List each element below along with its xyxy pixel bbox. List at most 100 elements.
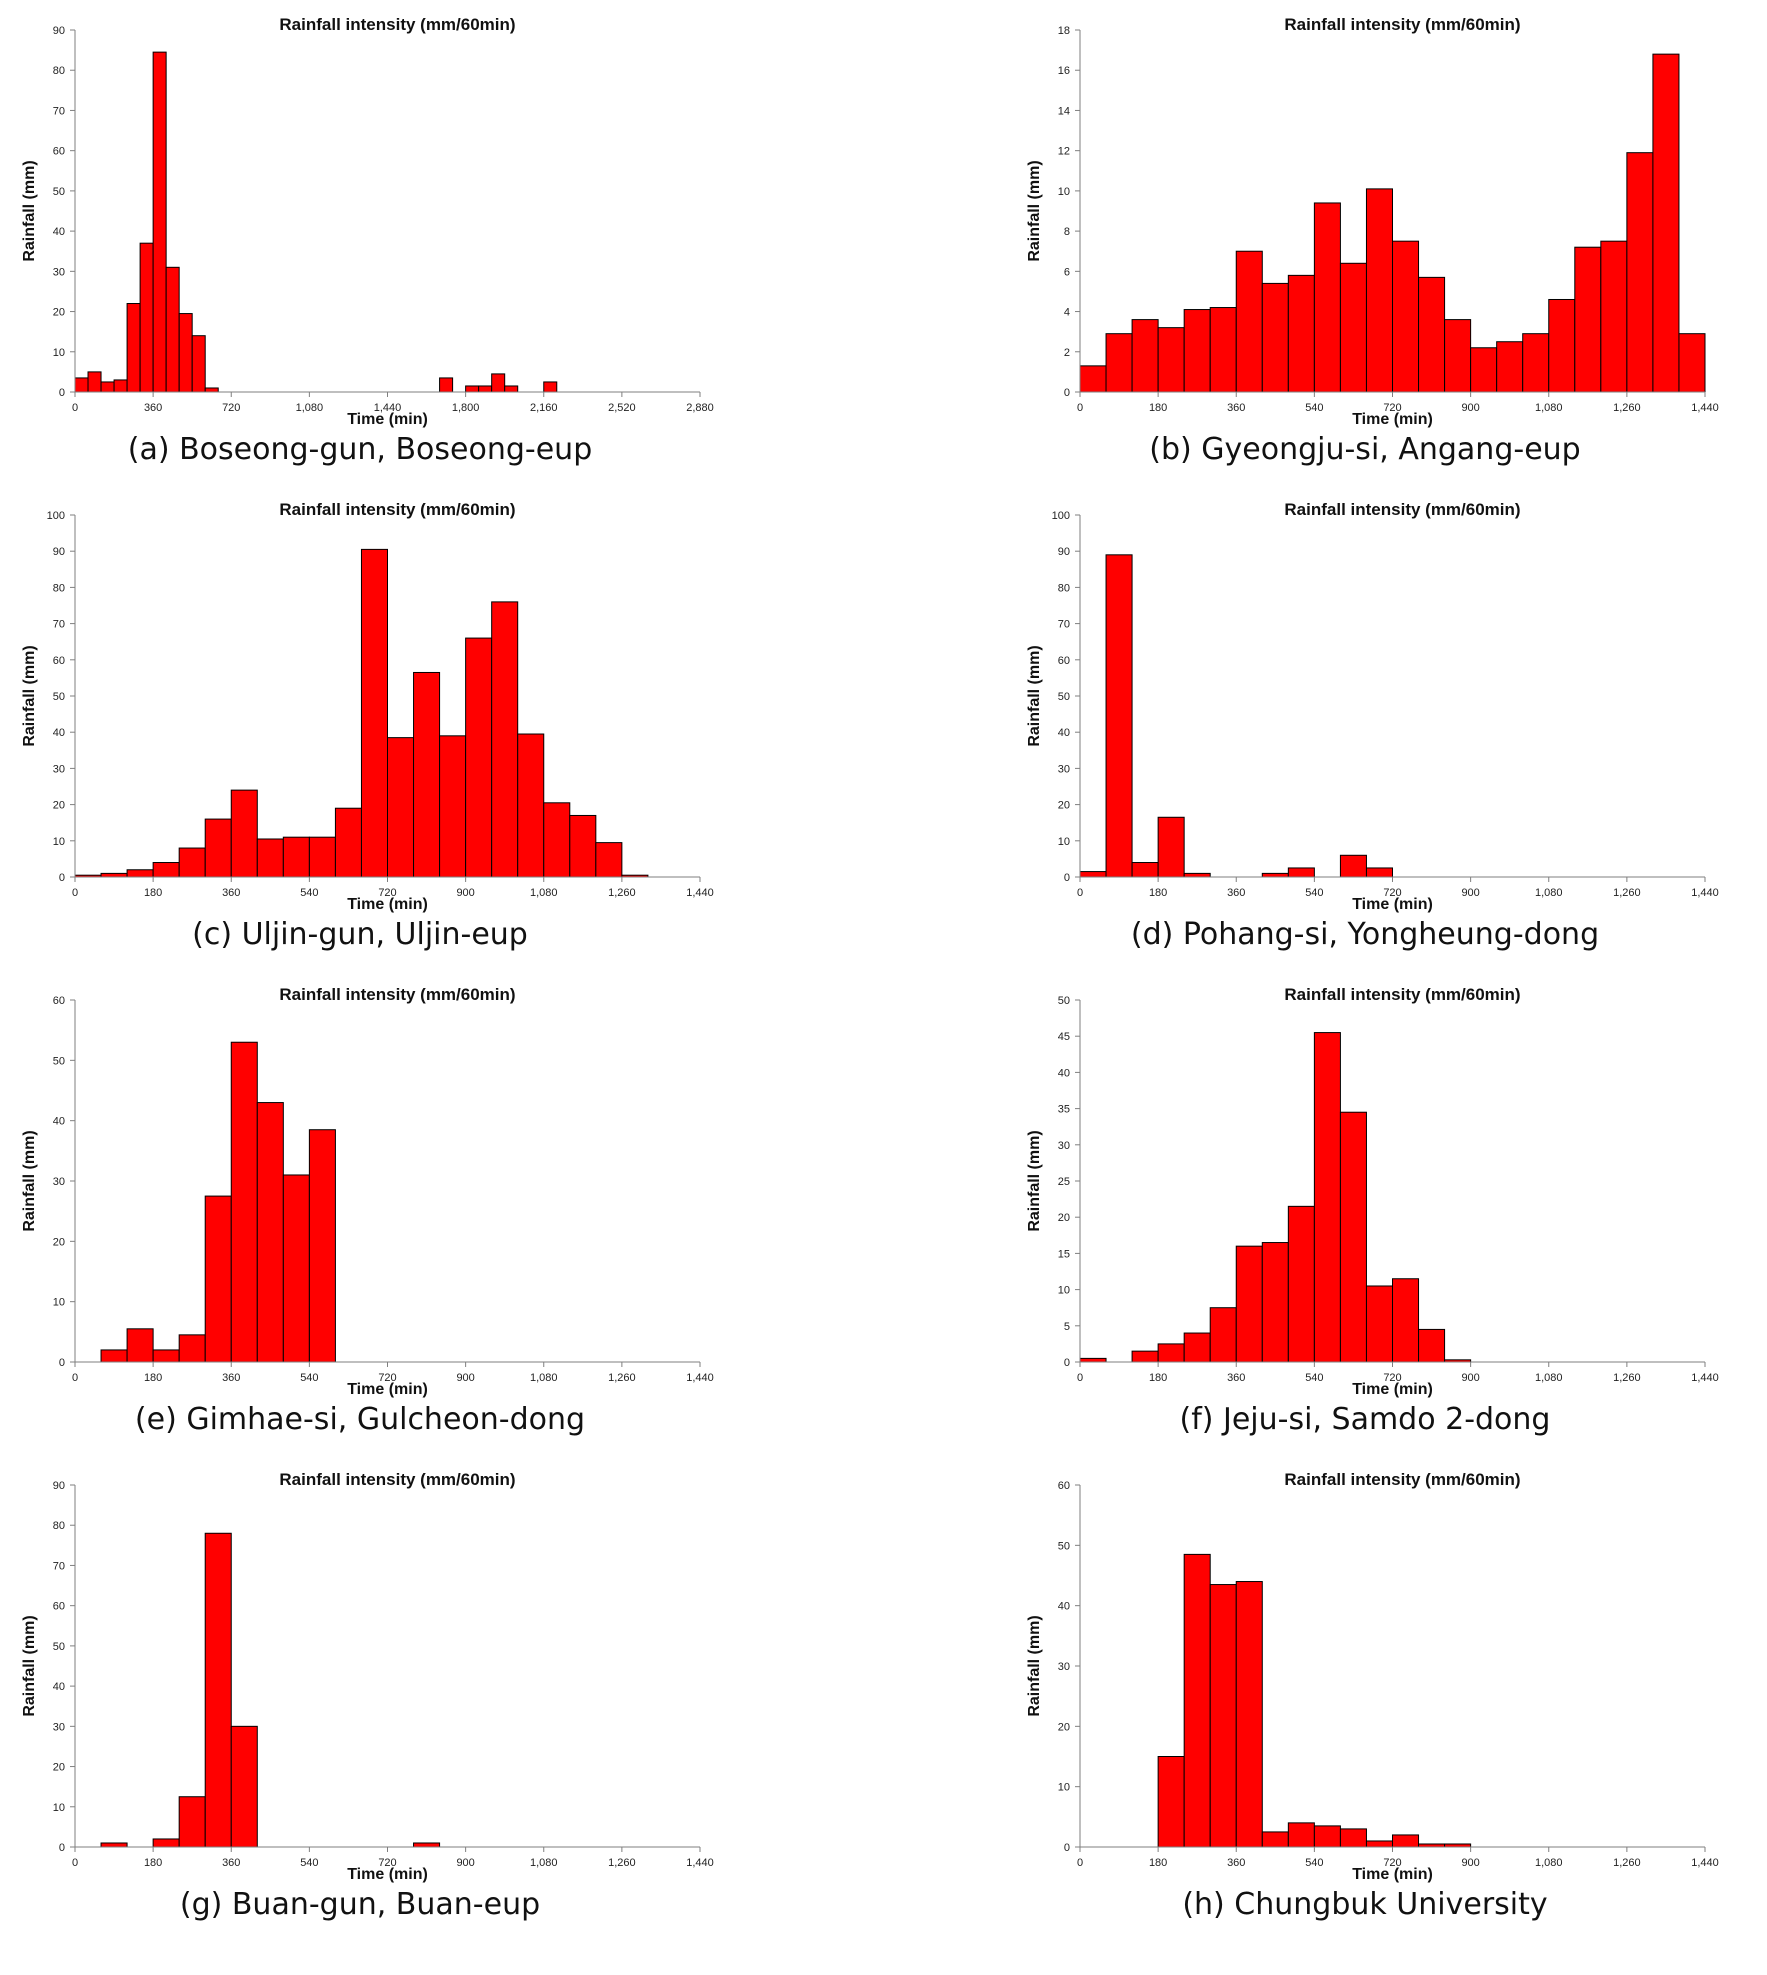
figure-caption: (e) Gimhae-si, Gulcheon-dong (134, 1402, 586, 1437)
bar (387, 737, 415, 878)
bar (256, 1102, 284, 1363)
y-tick-label: 70 (1058, 619, 1070, 631)
bar (204, 1195, 232, 1363)
x-tick-label: 0 (1077, 402, 1083, 414)
y-tick-label: 10 (1058, 1285, 1070, 1297)
bar (1678, 333, 1706, 393)
bar (413, 671, 441, 878)
y-tick-label: 10 (53, 1802, 65, 1814)
bar (1131, 862, 1159, 878)
x-tick-label: 360 (222, 1372, 240, 1384)
bar (282, 1174, 310, 1363)
bar (1522, 333, 1550, 393)
bar (152, 862, 180, 878)
y-axis-label: Rainfall (mm) (21, 1130, 38, 1231)
bar (1339, 1828, 1367, 1848)
y-tick-label: 0 (1064, 872, 1070, 884)
bar (595, 842, 623, 878)
bar (504, 385, 519, 393)
x-tick-label: 0 (72, 1857, 78, 1869)
figure-caption: (h) Chungbuk University (1182, 1887, 1548, 1922)
chart-d: Rainfall intensity (mm/60min) 0 10 20 30 40 50… (1026, 500, 1719, 913)
bar (1261, 282, 1289, 393)
x-tick-label: 900 (456, 887, 474, 899)
y-tick-label: 6 (1064, 266, 1070, 278)
bar (139, 242, 154, 393)
bar (334, 807, 362, 878)
bar (1652, 53, 1680, 393)
chart-title: Rainfall intensity (mm/60min) (279, 985, 515, 1004)
x-tick-label: 1,440 (1691, 1857, 1719, 1869)
bar (100, 1842, 128, 1848)
bar (1235, 250, 1263, 393)
bar (1365, 867, 1394, 878)
y-tick-label: 20 (53, 1236, 65, 1248)
bar (1157, 1756, 1185, 1848)
bar (360, 548, 389, 878)
chart-title: Rainfall intensity (mm/60min) (1284, 500, 1520, 519)
chart-title: Rainfall intensity (mm/60min) (279, 1470, 515, 1489)
x-tick-label: 1,440 (1691, 887, 1719, 899)
x-tick-label: 720 (1383, 887, 1401, 899)
y-tick-label: 70 (53, 1560, 65, 1572)
x-tick-label: 1,080 (1535, 887, 1563, 899)
y-tick-label: 20 (1058, 1721, 1070, 1733)
x-tick-label: 0 (1077, 1372, 1083, 1384)
chart-panel-a: Rainfall intensity (mm/60min) 0 10 20 30 40 50… (0, 0, 820, 475)
y-tick-label: 0 (1064, 1357, 1070, 1369)
y-tick-label: 5 (1064, 1321, 1070, 1333)
bar (1157, 816, 1185, 878)
x-tick-label: 540 (1305, 1372, 1323, 1384)
chart-b: Rainfall intensity (mm/60min) 0 2 4 6 8 10 12 14… (1026, 15, 1719, 428)
bar (308, 836, 336, 878)
bar (165, 266, 180, 393)
bar (1079, 365, 1107, 393)
x-tick-label: 2,880 (686, 402, 714, 414)
y-tick-label: 20 (53, 307, 65, 319)
x-tick-label: 360 (1227, 887, 1245, 899)
chart-title: Rainfall intensity (mm/60min) (279, 500, 515, 519)
bar (126, 303, 141, 393)
x-tick-label: 1,260 (608, 887, 636, 899)
x-tick-label: 720 (378, 1857, 396, 1869)
y-tick-label: 100 (1052, 510, 1070, 522)
y-tick-label: 40 (53, 1681, 65, 1693)
bar (1131, 319, 1159, 393)
chart-panel-h: Rainfall intensity (mm/60min) 0 10 20 30 40 50… (1005, 1455, 1767, 1930)
x-tick-label: 540 (300, 887, 318, 899)
x-tick-label: 180 (1149, 887, 1167, 899)
y-tick-label: 80 (1058, 582, 1070, 594)
x-axis-label: Time (min) (347, 1381, 428, 1398)
y-tick-label: 50 (1058, 995, 1070, 1007)
bar (413, 1842, 441, 1848)
bar (1313, 1825, 1341, 1848)
x-tick-label: 1,260 (1613, 1372, 1641, 1384)
bar (126, 1328, 154, 1363)
bar (178, 1796, 206, 1848)
chart-h: Rainfall intensity (mm/60min) 0 10 20 30 40 50… (1026, 1470, 1719, 1883)
x-tick-label: 1,260 (1613, 402, 1641, 414)
bar (1079, 1357, 1107, 1363)
bar (1470, 347, 1498, 393)
bar (1157, 1343, 1185, 1363)
y-tick-label: 4 (1064, 307, 1070, 319)
bar (491, 373, 506, 393)
x-tick-label: 360 (144, 402, 162, 414)
bar (1418, 1328, 1446, 1363)
y-tick-label: 60 (53, 995, 65, 1007)
y-tick-label: 0 (1064, 1842, 1070, 1854)
bar (230, 1041, 258, 1363)
y-tick-label: 50 (53, 691, 65, 703)
x-axis-label: Time (min) (347, 411, 428, 428)
bar (1157, 327, 1185, 393)
y-tick-label: 14 (1058, 105, 1070, 117)
bar (152, 51, 167, 393)
bar (1183, 1332, 1211, 1363)
bar (256, 838, 284, 878)
x-tick-label: 180 (1149, 1857, 1167, 1869)
x-tick-label: 900 (456, 1372, 474, 1384)
x-axis-label: Time (min) (1352, 1866, 1433, 1883)
y-tick-label: 20 (53, 1762, 65, 1774)
bar (1600, 240, 1628, 393)
